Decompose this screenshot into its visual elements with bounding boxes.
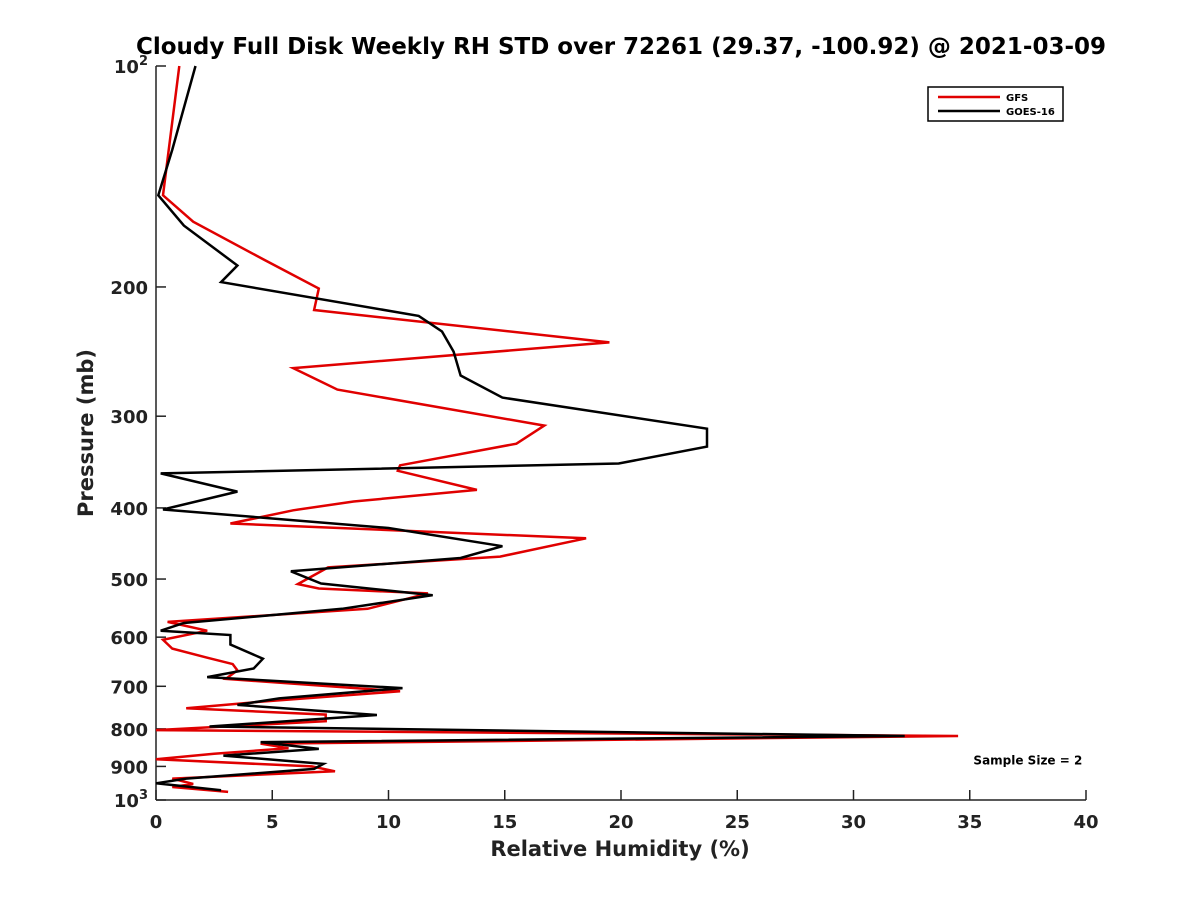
legend-box — [927, 86, 1064, 122]
x-tick-label: 35 — [957, 812, 982, 833]
plot-series — [155, 65, 959, 794]
legend: GFS GOES-16 — [927, 86, 1064, 122]
x-axis-label: Relative Humidity (%) — [490, 837, 749, 861]
y-tick-label: 103 — [114, 788, 148, 812]
x-tick-label: 5 — [266, 812, 279, 833]
y-tick-label: 200 — [110, 278, 148, 299]
y-tick-label: 600 — [110, 628, 148, 649]
x-tick-label: 30 — [841, 812, 866, 833]
series-line-gfs — [155, 65, 959, 794]
chart-title: Cloudy Full Disk Weekly RH STD over 7226… — [136, 34, 1106, 60]
x-tick-label: 20 — [608, 812, 633, 833]
x-tick-label: 10 — [376, 812, 401, 833]
series-line-goes-16 — [155, 65, 905, 792]
legend-gfs-label: GFS — [1006, 93, 1028, 104]
y-tick-label: 102 — [114, 54, 148, 78]
x-tick-label: 0 — [150, 812, 163, 833]
y-tick-label: 500 — [110, 570, 148, 591]
y-axis-label: Pressure (mb) — [74, 349, 98, 517]
x-tick-label: 40 — [1073, 812, 1098, 833]
y-tick-label: 300 — [110, 407, 148, 428]
legend-goes16-label: GOES-16 — [1006, 107, 1055, 118]
sample-size-annotation: Sample Size = 2 — [973, 754, 1082, 768]
x-axis-ticks: 0 5 10 15 20 25 30 35 40 — [150, 790, 1099, 833]
y-tick-label: 800 — [110, 720, 148, 741]
y-tick-label: 400 — [110, 499, 148, 520]
y-tick-label: 900 — [110, 757, 148, 778]
x-tick-label: 15 — [492, 812, 517, 833]
y-tick-label: 700 — [110, 677, 148, 698]
y-axis-ticks: 102 200 300 400 500 600 700 800 900 103 — [110, 54, 166, 812]
x-tick-label: 25 — [725, 812, 750, 833]
